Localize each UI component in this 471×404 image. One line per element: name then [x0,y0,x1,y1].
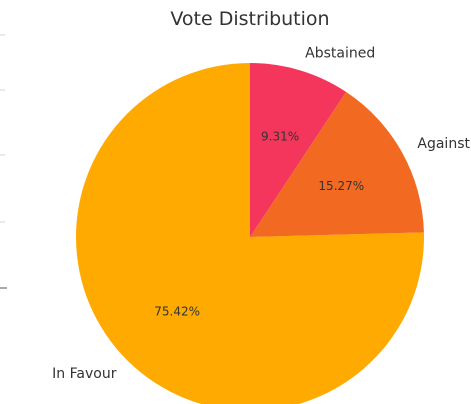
pie-percent-label: 75.42% [154,304,200,318]
pie-labels: 75.42% In Favour 15.27% Against 9.31% Abstain… [52,46,470,382]
pie-slice-abstained [250,63,347,237]
pie-slice-against [250,91,424,237]
pie-percent-label: 15.27% [318,179,364,193]
pie-slice-label: Abstained [305,46,375,62]
pie-slice-in-favour [76,63,424,404]
chart-title: Vote Distribution [170,8,329,30]
pie-slice-label: In Favour [52,366,117,382]
pie-slice-label: Against [417,136,470,152]
pie-percent-label: 9.31% [261,130,299,144]
pie-slices [76,63,424,404]
